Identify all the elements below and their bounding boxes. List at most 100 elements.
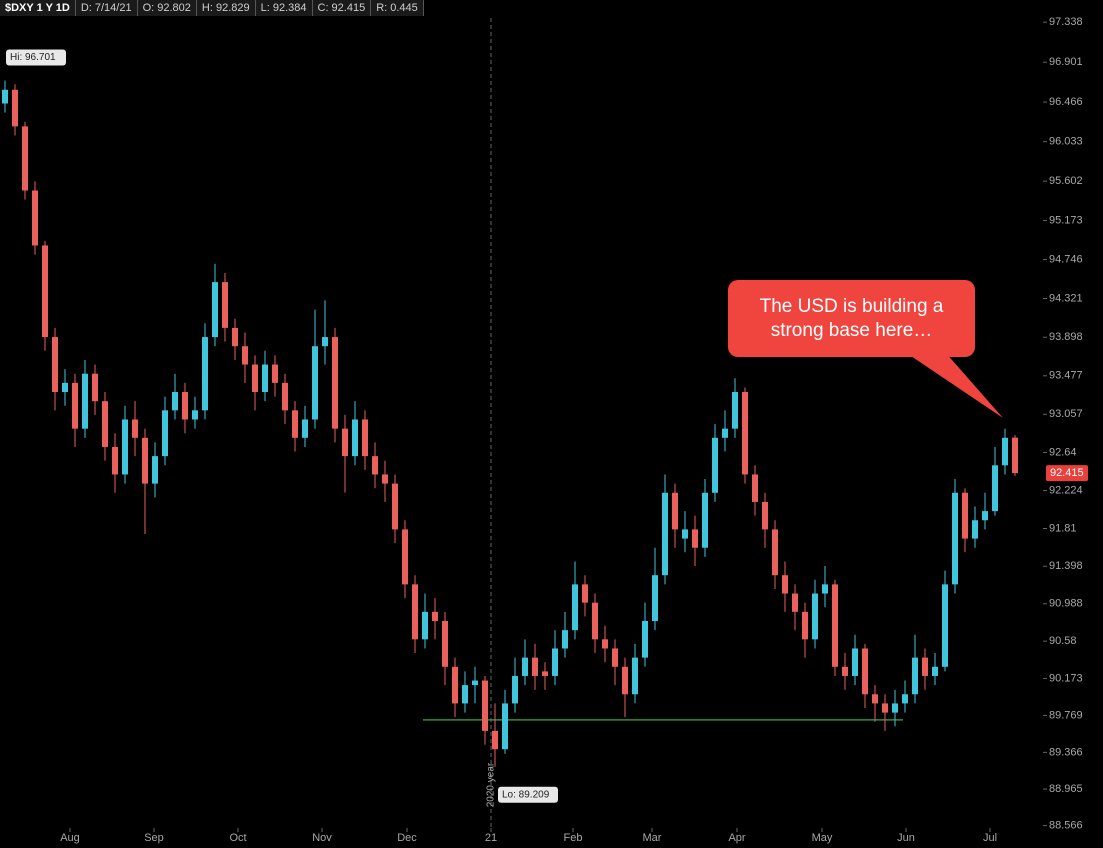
y-tick-label: 91.398 — [1049, 560, 1083, 572]
candle-body — [82, 373, 88, 429]
y-tick-label: 94.321 — [1049, 292, 1083, 304]
candle-body — [112, 446, 118, 475]
x-tick-label: Mar — [643, 832, 662, 844]
high: H: 92.829 — [196, 0, 256, 16]
candle-body — [822, 584, 828, 594]
candle-body — [772, 529, 778, 576]
lo-label: Lo: 89.209 — [502, 789, 550, 800]
candle-body — [992, 465, 998, 512]
candle-body — [662, 492, 668, 576]
candle-body — [542, 671, 548, 676]
candle-body — [932, 666, 938, 676]
candle-body — [42, 245, 48, 338]
y-tick-label: 93.057 — [1049, 408, 1083, 420]
low: L: 92.384 — [255, 0, 313, 16]
candle-body — [462, 685, 468, 704]
candle-body — [682, 529, 688, 539]
x-tick-label: Feb — [564, 832, 583, 844]
candle-body — [552, 648, 558, 676]
candle-body — [492, 730, 498, 750]
candle-body — [142, 437, 148, 484]
candle-body — [362, 419, 368, 457]
x-tick-label: May — [812, 832, 833, 844]
candle-body — [842, 666, 848, 676]
candle-body — [252, 364, 258, 393]
candle-body — [622, 666, 628, 695]
candle-body — [402, 529, 408, 585]
candle-body — [482, 680, 488, 731]
symbol: $DXY 1 Y 1D — [0, 0, 76, 16]
y-tick-label: 90.988 — [1049, 598, 1083, 610]
candle-body — [152, 456, 158, 484]
range: R: 0.445 — [371, 0, 424, 16]
candle-body — [312, 346, 318, 420]
y-tick-label: 95.602 — [1049, 175, 1083, 187]
last-price-label: 92.415 — [1050, 467, 1084, 479]
candle-body — [282, 382, 288, 411]
candle-body — [122, 419, 128, 475]
candle-body — [2, 89, 8, 104]
candle-body — [962, 492, 968, 539]
callout: The USD is building a strong base here… — [728, 280, 975, 357]
candle-body — [692, 529, 698, 548]
candle-body — [852, 648, 858, 676]
last-price-box — [1046, 465, 1088, 482]
candle-body — [102, 401, 108, 447]
x-tick-label: Nov — [312, 832, 332, 844]
candle-body — [882, 703, 888, 713]
candle-body — [132, 419, 138, 438]
lo-label-box — [498, 786, 558, 803]
x-tick-label: Dec — [397, 832, 417, 844]
y-tick-label: 96.033 — [1049, 136, 1083, 148]
candle-body — [92, 373, 98, 402]
y-tick-label: 91.81 — [1049, 522, 1077, 534]
candle-body — [242, 346, 248, 365]
candle-body — [972, 520, 978, 539]
candle-body — [762, 501, 768, 530]
candle-body — [72, 382, 78, 429]
candle-body — [332, 337, 338, 429]
y-tick-label: 88.566 — [1049, 820, 1083, 832]
header-bar: $DXY 1 Y 1D D: 7/14/21 O: 92.802 H: 92.8… — [0, 0, 424, 16]
candle-body — [802, 611, 808, 640]
candle-body — [512, 675, 518, 704]
x-tick-label: Aug — [60, 832, 80, 844]
callout-pointer — [905, 352, 1003, 418]
x-tick-label: Jul — [983, 832, 997, 844]
candle-body — [202, 337, 208, 411]
candle-body — [502, 703, 508, 750]
candle-body — [432, 611, 438, 621]
candle-body — [612, 648, 618, 667]
candle-body — [442, 621, 448, 667]
candle-body — [632, 657, 638, 695]
candle-body — [292, 410, 298, 438]
x-tick-label: Apr — [728, 832, 745, 844]
candle-body — [1012, 437, 1018, 474]
date: D: 7/14/21 — [75, 0, 138, 16]
y-tick-label: 96.466 — [1049, 96, 1083, 108]
candle-body — [582, 584, 588, 603]
year-label: 2020 year — [486, 762, 497, 807]
x-tick-label: Oct — [229, 832, 246, 844]
candle-body — [382, 474, 388, 484]
x-tick-label: 21 — [485, 832, 497, 844]
candle-body — [62, 382, 68, 393]
candle-body — [902, 694, 908, 704]
candle-body — [952, 492, 958, 585]
candle-body — [342, 428, 348, 457]
candle-body — [352, 419, 358, 457]
y-tick-label: 97.338 — [1049, 16, 1083, 28]
y-tick-label: 92.64 — [1049, 446, 1077, 458]
candle-body — [532, 657, 538, 676]
price-axis-bg — [1043, 0, 1103, 848]
candle-body — [392, 483, 398, 530]
close: C: 92.415 — [312, 0, 372, 16]
y-tick-label: 96.901 — [1049, 56, 1083, 68]
y-tick-label: 93.898 — [1049, 331, 1083, 343]
candle-body — [732, 392, 738, 429]
candle-body — [922, 657, 928, 676]
candle-body — [262, 364, 268, 393]
y-tick-label: 89.366 — [1049, 746, 1083, 758]
